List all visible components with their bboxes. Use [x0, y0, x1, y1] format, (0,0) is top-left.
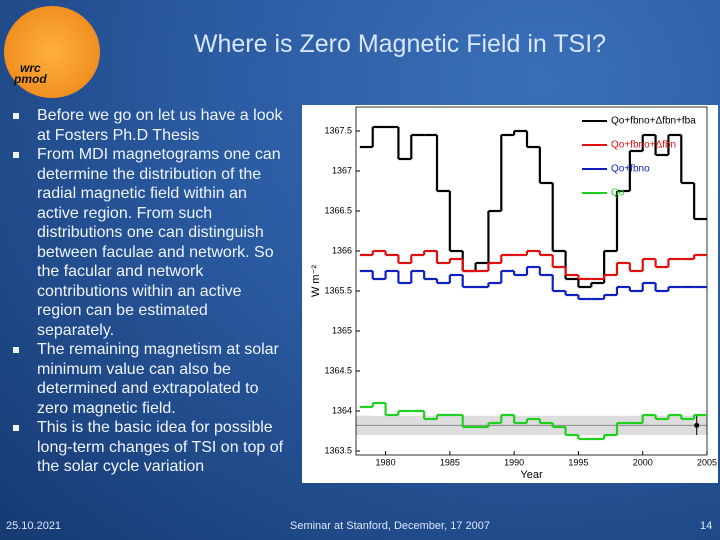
y-tick-label: 1365: [332, 325, 352, 335]
logo-text: wrc: [20, 61, 41, 75]
bullet: From MDI magnetograms one can determine …: [12, 145, 284, 340]
y-tick-label: 1365.5: [324, 285, 352, 295]
footer-text: Seminar at Stanford, December, 17 2007: [290, 520, 490, 532]
x-tick-label: 1985: [440, 457, 460, 467]
bullet: Before we go on let us have a look at Fo…: [12, 106, 284, 145]
page-number: 14: [700, 520, 713, 532]
y-tick-label: 1367.5: [324, 125, 352, 135]
legend-label: Qo+fbno: [611, 164, 650, 175]
bullet-marker: [13, 347, 19, 353]
bullet: This is the basic idea for possible long…: [12, 418, 284, 477]
x-tick-label: 1990: [504, 457, 524, 467]
logo: wrc pmod: [4, 6, 100, 98]
y-axis-label: W m⁻²: [310, 265, 322, 297]
bullet-text: From MDI magnetograms one can determine …: [37, 146, 281, 339]
bullet-text: The remaining magnetism at solar minimum…: [37, 341, 279, 417]
chart: 1363.5 1364 1364.5 1365 1365.5 1366 1366.5 1367…: [302, 105, 718, 483]
x-tick-label: 2005: [697, 457, 717, 467]
bullet-text: Before we go on let us have a look at Fo…: [37, 107, 283, 144]
y-tick-label: 1366.5: [324, 205, 352, 215]
x-tick-label: 2000: [633, 457, 653, 467]
legend-label: Qo+fbno+Δfbn: [611, 140, 676, 151]
bullet-marker: [13, 152, 19, 158]
bullet: The remaining magnetism at solar minimum…: [12, 340, 284, 418]
x-axis-label: Year: [520, 469, 543, 481]
y-tick-label: 1363.5: [324, 445, 352, 455]
logo-text: pmod: [14, 72, 47, 86]
y-tick-label: 1367: [332, 165, 352, 175]
plot-frame: [355, 106, 708, 456]
bullet-text: This is the basic idea for possible long…: [37, 419, 284, 475]
y-tick-label: 1364.5: [324, 365, 352, 375]
legend-label: Qo+fbno+Δfbn+fba: [611, 116, 696, 127]
bullet-marker: [13, 113, 19, 119]
footer-date: 25.10.2021: [6, 520, 62, 532]
y-tick-label: 1364: [332, 405, 352, 415]
y-tick-label: 1366: [332, 245, 352, 255]
error-point: [694, 422, 700, 428]
x-tick-label: 1980: [376, 457, 396, 467]
title: Where is Zero Magnetic Field in TSI?: [193, 30, 607, 58]
x-tick-label: 1995: [568, 457, 588, 467]
legend-label: Qo: [611, 188, 625, 199]
bullet-marker: [13, 425, 19, 431]
bullet-list: Before we go on let us have a look at Fo…: [12, 106, 284, 477]
